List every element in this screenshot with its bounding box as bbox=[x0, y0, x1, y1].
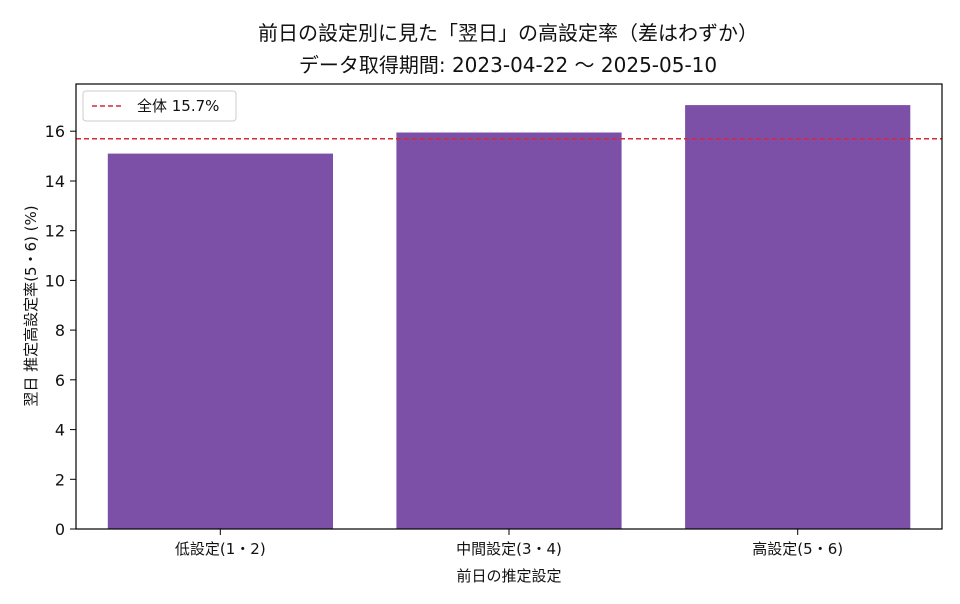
legend-box bbox=[82, 90, 237, 122]
chart-title: 前日の設定別に見た「翌日」の高設定率（差はわずか） bbox=[258, 21, 758, 45]
y-tick-label-5: 10 bbox=[45, 271, 65, 290]
bars-layer bbox=[107, 105, 911, 529]
y-tick-label-0: 0 bbox=[55, 520, 65, 539]
y-axis-label: 翌日 推定高設定率(5・6) (%) bbox=[22, 205, 40, 406]
x-tick-label-2: 中間設定(3・4) bbox=[456, 540, 562, 558]
x-tick-label-3: 高設定(5・6) bbox=[752, 540, 843, 558]
chart-subtitle: データ取得期間: 2023-04-22 〜 2025-05-10 bbox=[299, 53, 717, 77]
x-axis: 低設定(1・2) 中間設定(3・4) 高設定(5・6) bbox=[175, 529, 843, 558]
y-tick-label-2: 4 bbox=[55, 421, 65, 440]
y-tick-label-1: 2 bbox=[55, 470, 65, 489]
y-tick-label-8: 16 bbox=[45, 122, 65, 141]
x-tick-label-1: 低設定(1・2) bbox=[175, 540, 266, 558]
y-tick-label-3: 6 bbox=[55, 371, 65, 390]
bar-1 bbox=[107, 153, 333, 529]
y-tick-label-7: 14 bbox=[45, 172, 65, 191]
bar-3 bbox=[685, 105, 911, 529]
legend: 全体 15.7% bbox=[82, 90, 237, 122]
y-axis: 0 2 4 6 8 10 12 14 16 bbox=[45, 122, 76, 539]
x-axis-label: 前日の推定設定 bbox=[456, 567, 561, 585]
y-tick-label-6: 12 bbox=[45, 222, 65, 241]
legend-reference-label: 全体 15.7% bbox=[137, 97, 219, 115]
bar-2 bbox=[396, 132, 622, 529]
y-tick-label-4: 8 bbox=[55, 321, 65, 340]
